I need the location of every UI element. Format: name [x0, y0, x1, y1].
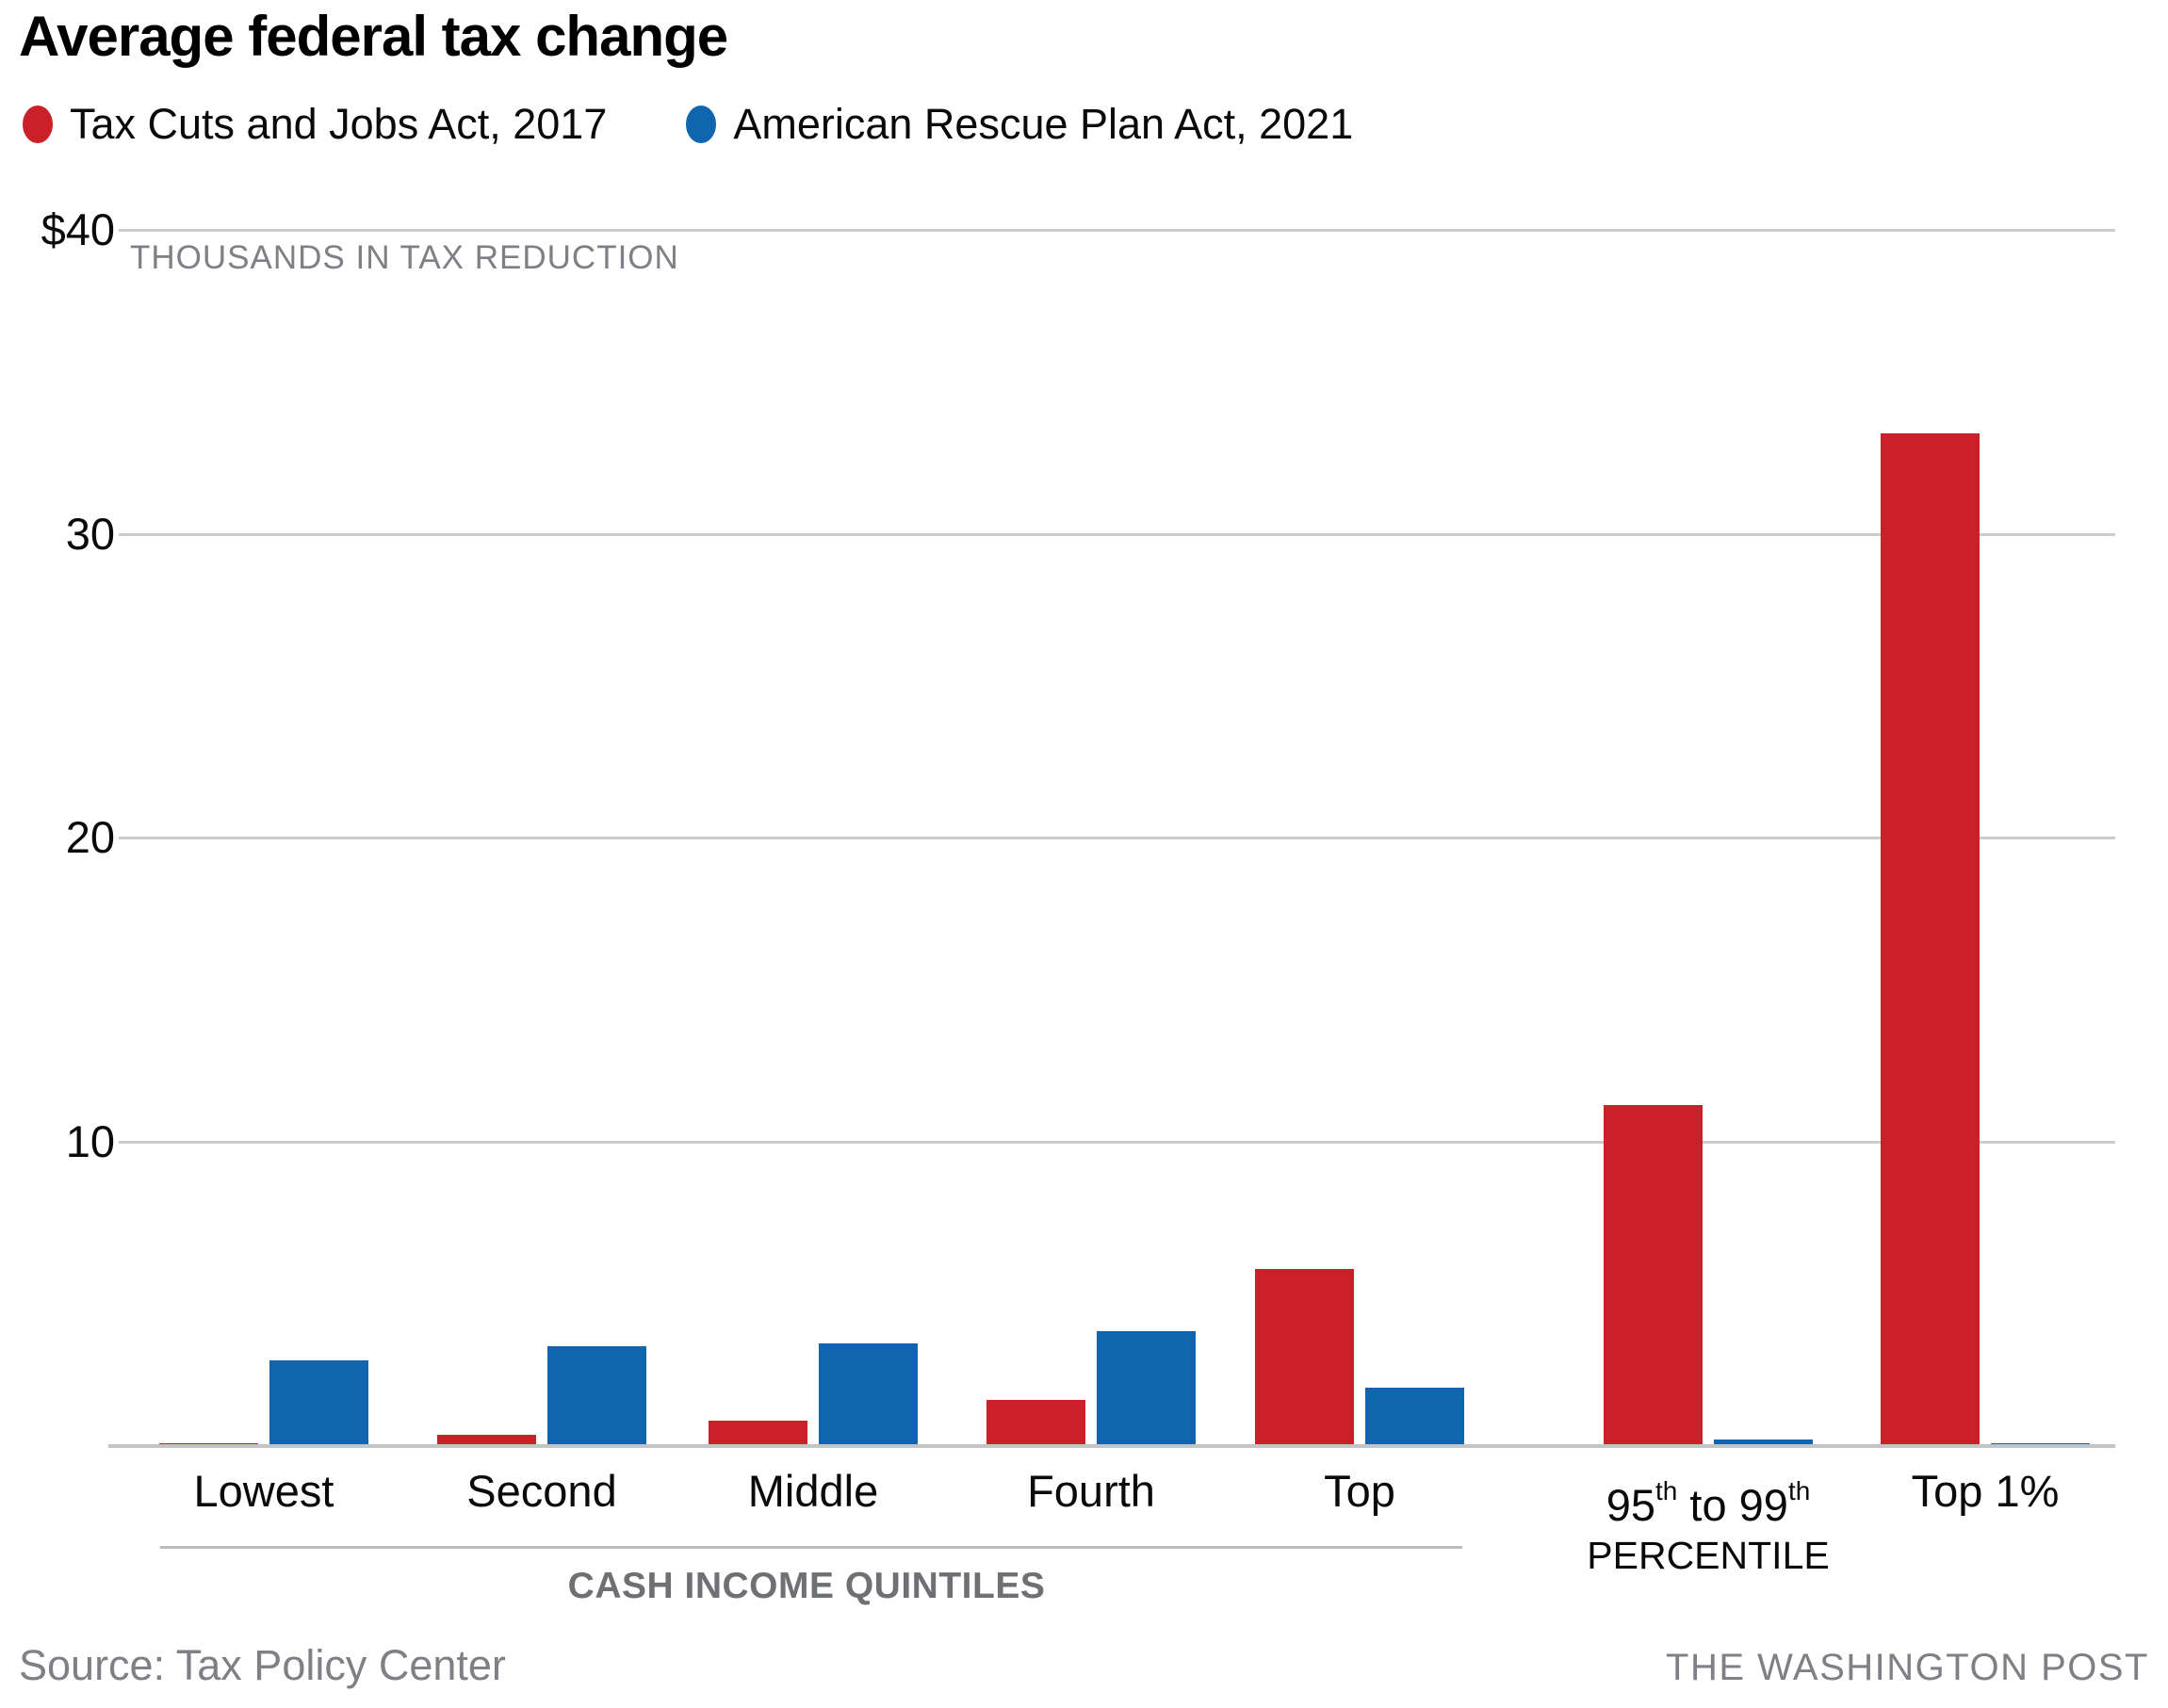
x-label-lowest: Lowest	[193, 1466, 334, 1516]
bar-arpa-second	[547, 1346, 646, 1445]
bar-tcja-top	[1255, 1269, 1354, 1445]
bar-tcja-second	[437, 1435, 536, 1445]
x-label-95th-to-99th: 95th to 99th PERCENTILE	[1492, 1468, 1925, 1582]
legend-label-arpa: American Rescue Plan Act, 2021	[733, 100, 1354, 148]
source-note: Source: Tax Policy Center	[19, 1641, 506, 1689]
ordinal-suffix: th	[1787, 1476, 1811, 1505]
bar-arpa-fourth	[1097, 1331, 1196, 1445]
x-label-top: Top	[1324, 1466, 1395, 1516]
publisher-attribution: THE WASHINGTON POST	[1666, 1647, 2149, 1688]
x-label-line1: 95th to 99th	[1492, 1468, 1925, 1529]
y-tick-30: 30	[65, 508, 115, 559]
bar-arpa-lowest	[269, 1360, 368, 1445]
legend-label-tcja: Tax Cuts and Jobs Act, 2017	[70, 100, 608, 148]
ordinal-suffix: th	[1655, 1476, 1678, 1505]
quintiles-bracket-line	[160, 1546, 1462, 1549]
bar-tcja-middle	[709, 1421, 807, 1445]
bar-arpa-95th-to-99th	[1714, 1440, 1813, 1445]
y-tick-10: 10	[65, 1115, 115, 1166]
legend: Tax Cuts and Jobs Act, 2017 American Res…	[23, 100, 1353, 149]
x-label-middle: Middle	[747, 1466, 879, 1516]
legend-item-tcja: Tax Cuts and Jobs Act, 2017	[23, 100, 607, 149]
chart-title: Average federal tax change	[19, 5, 728, 68]
legend-item-arpa: American Rescue Plan Act, 2021	[686, 100, 1353, 149]
legend-dot-icon-tcja	[23, 106, 53, 143]
gridline-10	[119, 1140, 2115, 1144]
x-label-fourth: Fourth	[1027, 1466, 1155, 1516]
x-axis-caption: CASH INCOME QUINTILES	[567, 1566, 1046, 1606]
x-label-text: 95	[1606, 1480, 1655, 1530]
x-label-second: Second	[466, 1466, 617, 1516]
bar-tcja-95th-to-99th	[1604, 1105, 1703, 1445]
x-label-text: to 99	[1677, 1480, 1788, 1530]
y-tick-20: 20	[65, 812, 115, 862]
gridline-20	[119, 837, 2115, 839]
y-axis-note: THOUSANDS IN TAX REDUCTION	[130, 239, 679, 276]
x-label-line2: PERCENTILE	[1587, 1534, 1830, 1577]
bar-tcja-top-1-	[1881, 433, 1980, 1445]
legend-dot-icon-arpa	[686, 106, 717, 143]
gridline-40	[119, 229, 2115, 232]
x-axis-baseline	[108, 1444, 2115, 1448]
y-tick-40: $40	[41, 204, 115, 254]
gridline-30	[119, 532, 2115, 536]
bar-arpa-top	[1365, 1388, 1464, 1445]
bar-arpa-middle	[819, 1343, 918, 1445]
bar-tcja-fourth	[986, 1400, 1085, 1445]
x-label-top-1-: Top 1%	[1911, 1466, 2060, 1516]
